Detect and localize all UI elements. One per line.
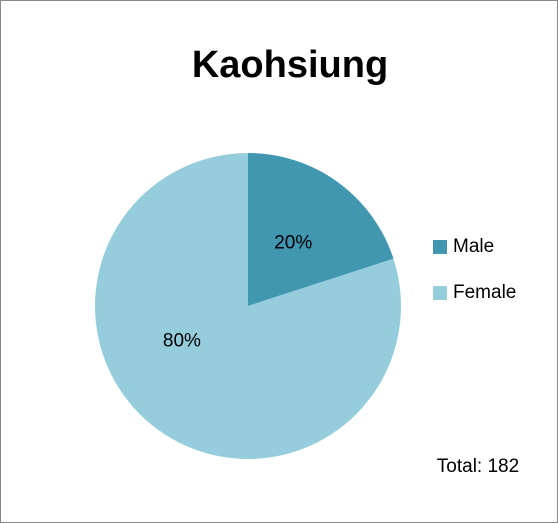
annotation: Total: 182 [437, 456, 519, 477]
legend-label: Female [453, 282, 516, 303]
data-label: 80% [163, 330, 201, 351]
chart-title: Kaohsiung [192, 44, 388, 86]
legend-label: Male [453, 236, 494, 257]
data-label: 20% [274, 233, 312, 254]
legend-swatch [433, 286, 447, 300]
legend-swatch [433, 240, 447, 254]
pie-slice [95, 153, 402, 459]
pie-slice [248, 153, 394, 306]
